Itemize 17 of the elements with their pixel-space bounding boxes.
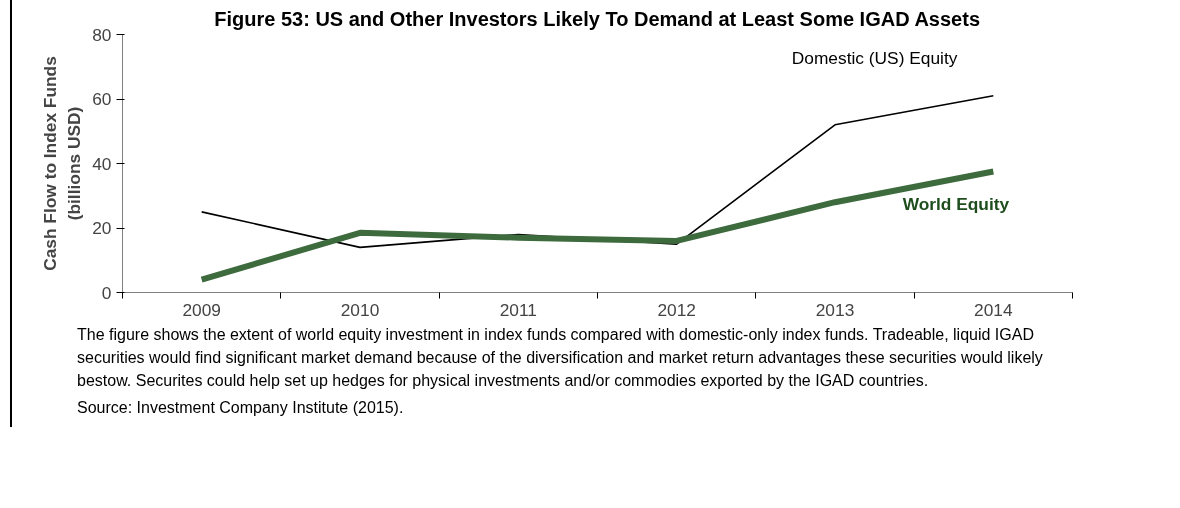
x-tick-label: 2010 — [340, 299, 380, 320]
x-tick-label: 2013 — [815, 299, 855, 320]
source-note: Source: Investment Company Institute (2015). — [77, 397, 405, 418]
series-label: Domestic (US) Equity — [791, 47, 958, 68]
text: The figure shows the extent of world equity investment in index funds compared with domestic-only index funds. Tradeable, liquid IGAD securities would find significant market demand because of the diversification and market return advantages these securities would likely bestow. Securites could help set up hedges for physical investments and/or commodies exported by the IGAD countries. — [77, 325, 1044, 392]
series-label: World Equity — [902, 193, 1010, 214]
x-tick-label: 2009 — [182, 299, 221, 320]
chart-title: Figure 53: US and Other Investors Likely To Demand at Least Some IGAD Assets — [214, 7, 981, 30]
y-tick-label: 40 — [92, 153, 112, 174]
x-tick-label: 2014 — [974, 299, 1013, 320]
x-tick-label: 2011 — [499, 299, 537, 320]
y-tick-label: 20 — [92, 218, 112, 238]
y-tick-label: 0 — [101, 282, 112, 303]
y-tick-label: 80 — [92, 24, 112, 45]
y-tick-label: 60 — [92, 89, 112, 109]
x-tick-label: 2012 — [657, 299, 696, 320]
y-axis-title: Cash Flow to Index Funds (billions USD) — [40, 56, 85, 271]
